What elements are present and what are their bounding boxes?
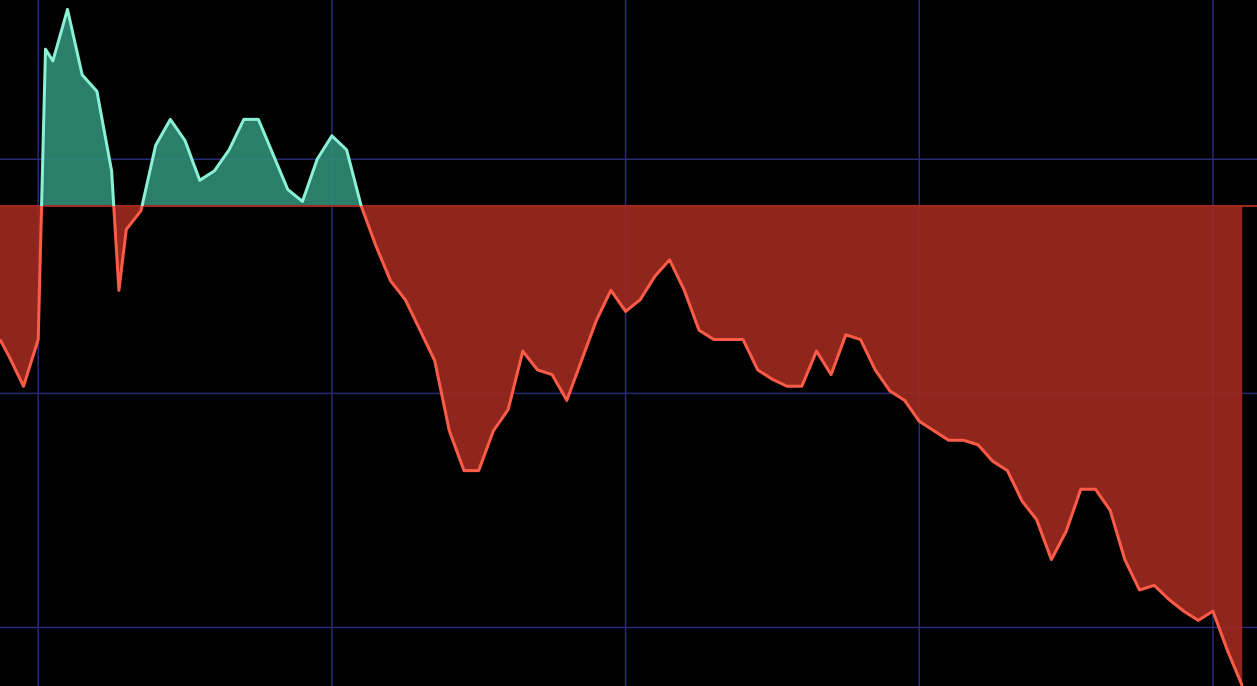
line (0, 7, 1244, 686)
